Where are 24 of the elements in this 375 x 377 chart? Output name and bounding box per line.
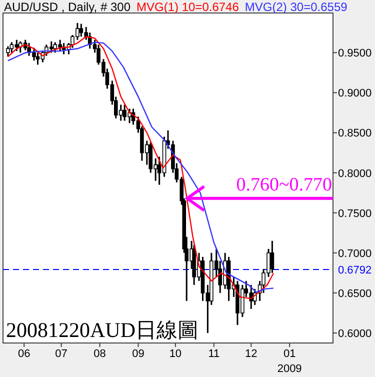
ref-line-label: 0.6792 (338, 264, 372, 277)
y-tick-label: 0.8000 (338, 168, 372, 180)
y-tick-label: 0.7500 (338, 208, 372, 220)
y-tick-label: 0.6500 (338, 288, 372, 300)
y-tick-label: 0.9000 (338, 88, 372, 100)
chart-title: AUD/USD , Daily, # 300 (4, 0, 131, 14)
x-tick-label: 01 2009 (277, 348, 302, 375)
y-tick-label: 0.6000 (338, 328, 372, 340)
x-tick-label: 11 (208, 348, 220, 360)
y-tick-label: 0.8500 (338, 128, 372, 140)
x-tick-label: 12 (244, 348, 258, 360)
candlestick (6, 45, 10, 58)
x-tick-label: 07 (55, 348, 68, 360)
text: MVG(1) 10=0.6746 (136, 0, 240, 14)
y-tick-label: 0.7000 (338, 248, 372, 260)
x-tick-label: 09 (132, 348, 144, 360)
x-tick-label: 08 (94, 348, 106, 360)
x-tick-label: 10 (169, 348, 182, 360)
text: MVG(2) 30=0.6559 (244, 0, 348, 14)
candlestick (270, 240, 274, 274)
annotation: 20081220AUD日線圖 (6, 318, 198, 342)
y-tick-label: 0.9500 (338, 48, 372, 60)
x-tick-label: 06 (18, 348, 30, 360)
annotation: 0.760~0.770 (236, 174, 332, 196)
